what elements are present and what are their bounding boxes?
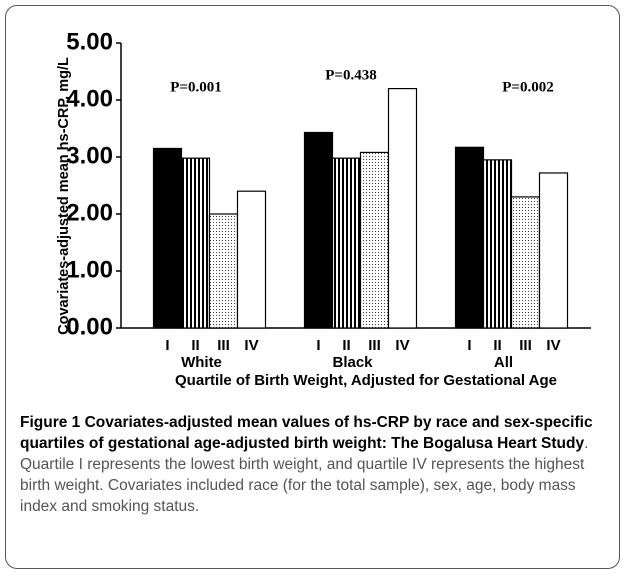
bar xyxy=(303,131,334,329)
bar xyxy=(331,157,362,329)
bar xyxy=(510,196,541,329)
series-label: I xyxy=(165,337,169,354)
bar xyxy=(359,151,390,329)
chart: Covariates-adjusted mean hs-CRP, mg/L Qu… xyxy=(56,28,591,389)
p-value: P=0.001 xyxy=(170,79,221,95)
bar xyxy=(180,157,211,329)
group-label: All xyxy=(494,354,513,371)
y-tick-label: 5.00 xyxy=(66,28,113,55)
series-label: I xyxy=(467,337,471,354)
bar xyxy=(454,146,485,329)
caption-text: . Quartile I represents the lowest birth… xyxy=(20,435,589,515)
series-label: IV xyxy=(395,337,409,354)
y-axis-title: Covariates-adjusted mean hs-CRP, mg/L xyxy=(56,57,72,335)
bar xyxy=(236,190,267,329)
series-label: II xyxy=(493,337,501,354)
y-tick-label: 4.00 xyxy=(66,85,113,112)
bar xyxy=(482,159,513,329)
series-label: IV xyxy=(546,337,560,354)
p-value: P=0.002 xyxy=(502,79,553,95)
series-label: II xyxy=(191,337,199,354)
bar xyxy=(387,87,418,329)
group-label: Black xyxy=(332,354,373,371)
caption: Figure 1 Covariates-adjusted mean values… xyxy=(20,412,608,517)
bar xyxy=(208,213,239,329)
caption-title: Figure 1 Covariates-adjusted mean values… xyxy=(20,414,593,452)
y-tick-label: 1.00 xyxy=(66,256,113,283)
figure: Covariates-adjusted mean hs-CRP, mg/L Qu… xyxy=(5,5,620,569)
series-label: III xyxy=(217,337,230,354)
x-axis-title: Quartile of Birth Weight, Adjusted for G… xyxy=(175,372,557,389)
y-tick-label: 2.00 xyxy=(66,199,113,226)
bar xyxy=(538,172,569,329)
series-label: III xyxy=(519,337,532,354)
y-tick-label: 3.00 xyxy=(66,142,113,169)
y-tick-label: 0.00 xyxy=(66,313,113,340)
series-label: III xyxy=(368,337,381,354)
series-label: IV xyxy=(244,337,258,354)
series-label: I xyxy=(316,337,320,354)
series-label: II xyxy=(342,337,350,354)
bar xyxy=(152,147,183,329)
group-label: White xyxy=(181,354,222,371)
p-value: P=0.438 xyxy=(325,67,376,83)
